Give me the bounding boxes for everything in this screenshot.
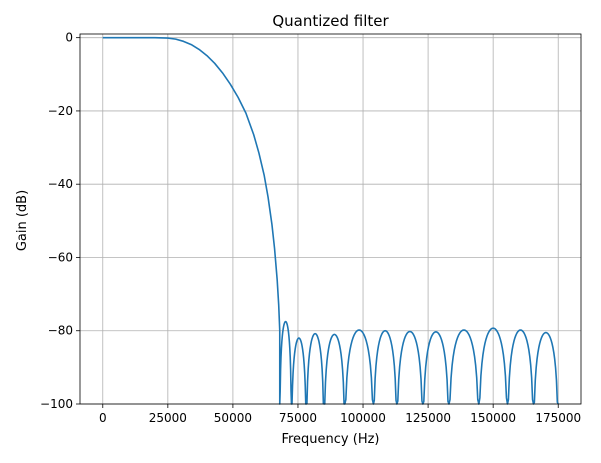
y-tick-label: 0 [65, 31, 73, 45]
x-tick-label: 175000 [535, 411, 581, 425]
grid [80, 34, 581, 405]
x-tick-label: 150000 [470, 411, 516, 425]
x-tick-label: 25000 [149, 411, 187, 425]
y-axis-label: Gain (dB) [15, 190, 30, 251]
series-line-gain [102, 36, 559, 405]
y-axis-ticks: 0 −20 −40 −60 −80 −100 [40, 31, 80, 411]
y-tick-label: −40 [48, 177, 73, 191]
x-tick-label: 50000 [214, 411, 252, 425]
x-tick-label: 75000 [279, 411, 317, 425]
x-axis-ticks: 0 25000 50000 75000 100000 125000 150000 175000 [99, 404, 581, 425]
y-tick-label: −60 [48, 250, 73, 264]
axes-frame [79, 33, 582, 405]
y-tick-label: −20 [48, 104, 73, 118]
x-tick-label: 0 [99, 411, 107, 425]
y-tick-label: −80 [48, 324, 73, 338]
x-tick-label: 125000 [405, 411, 451, 425]
chart-title: Quantized filter [272, 12, 389, 30]
x-axis-label: Frequency (Hz) [281, 432, 379, 447]
x-tick-label: 100000 [340, 411, 386, 425]
y-tick-label: −100 [40, 397, 73, 411]
